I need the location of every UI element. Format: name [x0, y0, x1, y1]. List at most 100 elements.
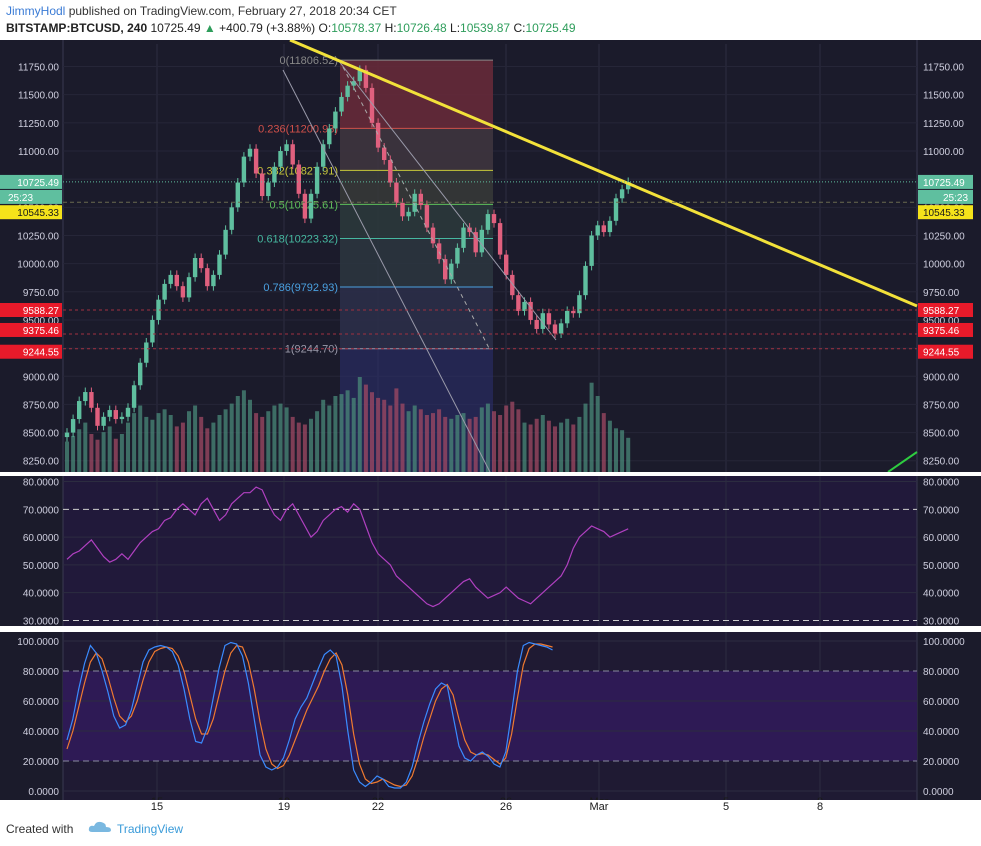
rsi-y-tick-right: 30.0000	[923, 616, 960, 627]
price-y-tick-left: 8750.00	[23, 400, 60, 411]
volume-bar	[284, 407, 289, 472]
volume-bar	[382, 399, 387, 472]
candle-body	[461, 227, 466, 248]
volume-bar	[626, 437, 631, 472]
volume-bar	[431, 413, 435, 472]
volume-bar	[278, 403, 283, 472]
rsi-line	[66, 486, 629, 608]
volume-bar	[156, 413, 161, 472]
level_d-label-right: 9244.55	[923, 348, 960, 359]
countdown-label-right: 25:23	[943, 193, 968, 204]
candle-body	[626, 181, 631, 190]
volume-bar	[376, 397, 381, 472]
candle-body	[436, 243, 442, 260]
candle-body	[400, 202, 405, 217]
stoch-k-line	[66, 641, 553, 789]
candle-body	[192, 258, 198, 278]
candle-body	[595, 225, 600, 236]
candle-body	[491, 214, 497, 224]
low-label: L:	[450, 21, 461, 35]
support-trendline	[887, 451, 918, 473]
level_b-label-left: 9588.27	[23, 306, 60, 317]
volume-bar	[589, 382, 594, 472]
candle-body	[565, 310, 570, 324]
volume-bar	[199, 416, 204, 472]
volume-bar	[345, 390, 350, 472]
candle-body	[125, 407, 131, 417]
volume-bar	[394, 388, 399, 472]
level_b-label-right: 9588.27	[923, 306, 960, 317]
candle-body	[113, 410, 118, 420]
x-tick-label: 26	[500, 801, 512, 812]
fib-level-label: 0.618(10223.32)	[257, 233, 338, 245]
candle-body	[412, 193, 417, 212]
volume-bar	[516, 409, 521, 472]
tradingview-brand[interactable]: TradingView	[117, 822, 184, 836]
volume-bar	[406, 411, 411, 472]
level-a-label-left: 10545.33	[17, 208, 59, 219]
published-text: published on TradingView.com, February 2…	[68, 4, 397, 18]
volume-bar	[77, 429, 82, 472]
open-label: O:	[318, 21, 332, 35]
volume-bar	[595, 396, 600, 472]
volume-bar	[620, 430, 625, 472]
fib-level-label: 0.236(11200.93)	[258, 123, 338, 135]
candle-body	[107, 410, 112, 417]
volume-bar	[254, 413, 259, 472]
volume-bar	[455, 415, 460, 472]
volume-bar	[193, 405, 198, 472]
candle-body	[607, 220, 613, 233]
volume-bar	[150, 419, 155, 472]
volume-bar	[363, 384, 368, 472]
x-tick-label: 8	[817, 801, 823, 812]
x-tick-label: Mar	[590, 801, 609, 812]
price-y-tick-left: 11250.00	[18, 119, 59, 130]
chart-area[interactable]: 15192226Mar5815192226Mar588250.008250.00…	[0, 40, 981, 812]
candle-body	[351, 81, 356, 86]
candle-body	[131, 385, 137, 408]
volume-bar	[144, 416, 149, 472]
candle-body	[449, 263, 454, 280]
candle-body	[260, 173, 265, 197]
pane-separator	[0, 626, 981, 632]
fib-level-label: 0(11806.52)	[279, 55, 338, 67]
fib-zone	[340, 128, 493, 171]
volume-bar	[272, 405, 277, 472]
candle-body	[522, 301, 527, 311]
stoch-y-tick-right: 40.0000	[923, 727, 960, 738]
volume-bar	[205, 428, 210, 472]
candle-body	[485, 214, 491, 230]
volume-bar	[467, 418, 472, 472]
stoch-y-tick-right: 80.0000	[923, 667, 960, 678]
x-tick-label: 22	[372, 801, 384, 812]
volume-bar	[607, 420, 612, 472]
volume-bar	[528, 424, 533, 472]
rsi-y-tick-right: 40.0000	[923, 589, 960, 600]
candle-body	[601, 225, 606, 233]
volume-bar	[522, 422, 527, 472]
level-a-label-bg-left	[0, 205, 62, 220]
volume-bar	[400, 403, 405, 472]
candle-body	[77, 401, 82, 420]
price-y-tick-left: 11750.00	[18, 63, 59, 74]
price-y-tick-right: 11750.00	[923, 63, 964, 74]
stoch-y-tick-left: 60.0000	[23, 697, 60, 708]
volume-bar	[534, 418, 539, 472]
stoch-y-tick-right: 100.0000	[923, 637, 965, 648]
author-link[interactable]: JimmyHodl	[6, 4, 66, 18]
rsi-y-tick-left: 50.0000	[23, 561, 60, 572]
candle-body	[467, 227, 472, 233]
candle-body	[186, 277, 192, 298]
price-y-tick-left: 9000.00	[23, 372, 60, 383]
stoch-y-tick-right: 20.0000	[923, 757, 960, 768]
countdown-bg-right	[918, 189, 973, 204]
volume-bar	[492, 411, 496, 472]
up-arrow-icon: ▲	[203, 21, 216, 35]
x-axis-strip	[0, 800, 981, 812]
candle-body	[278, 151, 283, 167]
candle-body	[357, 69, 362, 82]
price-y-tick-right: 10250.00	[923, 231, 965, 242]
candle-body	[308, 193, 314, 219]
volume-bar	[126, 422, 130, 472]
pane-separator	[0, 472, 981, 476]
